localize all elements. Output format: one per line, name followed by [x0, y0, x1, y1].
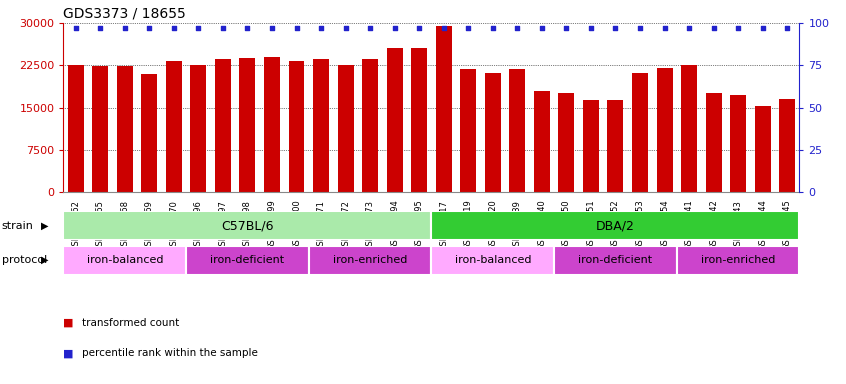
Point	[289, 25, 303, 31]
Text: ▶: ▶	[41, 220, 48, 231]
Text: protocol: protocol	[2, 255, 47, 265]
Bar	[485, 73, 501, 192]
Bar	[239, 58, 255, 192]
Point	[118, 25, 131, 31]
Point	[437, 25, 450, 31]
Bar	[656, 68, 673, 192]
Point	[216, 25, 229, 31]
Point	[191, 25, 205, 31]
Point	[706, 25, 720, 31]
Bar	[436, 26, 452, 192]
Bar	[92, 66, 108, 192]
Text: ■: ■	[63, 318, 74, 328]
Point	[682, 25, 695, 31]
Text: strain: strain	[2, 220, 34, 231]
Bar	[387, 48, 403, 192]
Bar	[411, 48, 427, 192]
Point	[93, 25, 107, 31]
Text: ■: ■	[63, 348, 74, 358]
Bar	[68, 65, 84, 192]
Text: iron-enriched: iron-enriched	[333, 255, 407, 265]
Text: iron-deficient: iron-deficient	[211, 255, 284, 265]
Point	[510, 25, 524, 31]
Point	[142, 25, 156, 31]
Text: iron-balanced: iron-balanced	[86, 255, 163, 265]
Bar	[632, 73, 648, 192]
Bar	[681, 65, 697, 192]
Bar	[677, 246, 799, 275]
Point	[486, 25, 499, 31]
Point	[584, 25, 597, 31]
Point	[265, 25, 278, 31]
Bar	[141, 74, 157, 192]
Point	[412, 25, 426, 31]
Bar	[558, 93, 574, 192]
Point	[755, 25, 769, 31]
Bar	[583, 99, 599, 192]
Point	[314, 25, 327, 31]
Bar	[215, 58, 231, 192]
Bar	[730, 95, 746, 192]
Bar	[338, 65, 354, 192]
Text: ▶: ▶	[41, 255, 48, 265]
Text: iron-balanced: iron-balanced	[454, 255, 531, 265]
Point	[240, 25, 254, 31]
Bar	[190, 65, 206, 192]
Bar	[362, 58, 378, 192]
Bar	[755, 106, 771, 192]
Text: C57BL/6: C57BL/6	[221, 219, 274, 232]
Point	[363, 25, 376, 31]
Text: iron-enriched: iron-enriched	[701, 255, 775, 265]
Point	[69, 25, 82, 31]
Text: DBA/2: DBA/2	[596, 219, 634, 232]
Point	[608, 25, 622, 31]
Bar	[63, 246, 186, 275]
Text: iron-deficient: iron-deficient	[579, 255, 652, 265]
Bar	[166, 61, 182, 192]
Bar	[431, 211, 799, 240]
Bar	[117, 66, 133, 192]
Bar	[264, 57, 280, 192]
Bar	[313, 58, 329, 192]
Point	[535, 25, 548, 31]
Bar	[460, 69, 476, 192]
Bar	[534, 91, 550, 192]
Point	[167, 25, 180, 31]
Point	[731, 25, 744, 31]
Text: percentile rank within the sample: percentile rank within the sample	[82, 348, 258, 358]
Bar	[431, 246, 554, 275]
Bar	[779, 99, 795, 192]
Bar	[509, 69, 525, 192]
Point	[780, 25, 794, 31]
Text: GDS3373 / 18655: GDS3373 / 18655	[63, 7, 186, 20]
Bar	[309, 246, 431, 275]
Point	[657, 25, 671, 31]
Point	[559, 25, 573, 31]
Point	[387, 25, 401, 31]
Bar	[706, 93, 722, 192]
Point	[633, 25, 646, 31]
Text: transformed count: transformed count	[82, 318, 179, 328]
Point	[338, 25, 352, 31]
Point	[461, 25, 475, 31]
Bar	[186, 246, 309, 275]
Bar	[63, 211, 431, 240]
Bar	[288, 61, 305, 192]
Bar	[607, 99, 624, 192]
Bar	[554, 246, 677, 275]
